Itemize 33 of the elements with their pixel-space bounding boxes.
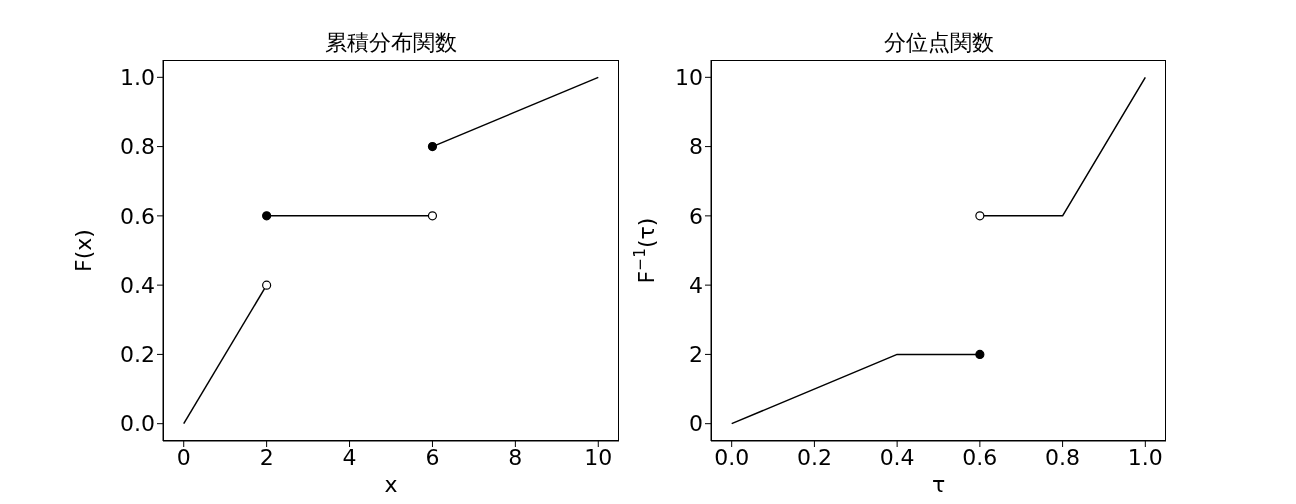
y-axis-title: F(x)	[71, 229, 96, 272]
x-tick-label: 0.2	[796, 444, 832, 470]
x-tick-label: 6	[425, 444, 440, 470]
x-tick-label: 10	[584, 444, 613, 470]
x-tick-label: 8	[508, 444, 523, 470]
y-tick-label: 0	[689, 411, 703, 437]
y-tick-label: 6	[689, 203, 703, 229]
x-tick-label: 0.0	[714, 444, 750, 470]
y-tick-label: 10	[675, 65, 703, 91]
y-tick-label: 0.0	[120, 411, 155, 437]
point	[427, 141, 438, 152]
x-axis-title: τ	[931, 472, 946, 497]
point	[262, 280, 272, 290]
y-tick-label: 1.0	[120, 65, 155, 91]
chart-title: 累積分布関数	[324, 29, 458, 57]
x-tick-label: 0.4	[879, 444, 915, 470]
x-tick-label: 2	[259, 444, 274, 470]
x-tick-label: 4	[342, 444, 357, 470]
y-tick-label: 4	[689, 272, 703, 298]
y-tick-label: 0.2	[120, 342, 155, 368]
point	[262, 211, 272, 221]
x-tick-label: 0	[176, 444, 191, 470]
point	[427, 211, 438, 221]
y-tick-label: 0.4	[120, 272, 155, 298]
x-tick-label: 0.8	[1045, 444, 1081, 470]
y-tick-label: 0.6	[120, 203, 155, 229]
x-tick-label: 1.0	[1127, 444, 1163, 470]
chart-title: 分位点関数	[882, 29, 995, 57]
x-axis-title: x	[384, 472, 398, 497]
y-tick-label: 8	[689, 134, 703, 160]
x-tick-label: 0.6	[962, 444, 998, 470]
y-tick-label: 2	[689, 342, 703, 368]
y-tick-label: 0.8	[120, 134, 155, 160]
